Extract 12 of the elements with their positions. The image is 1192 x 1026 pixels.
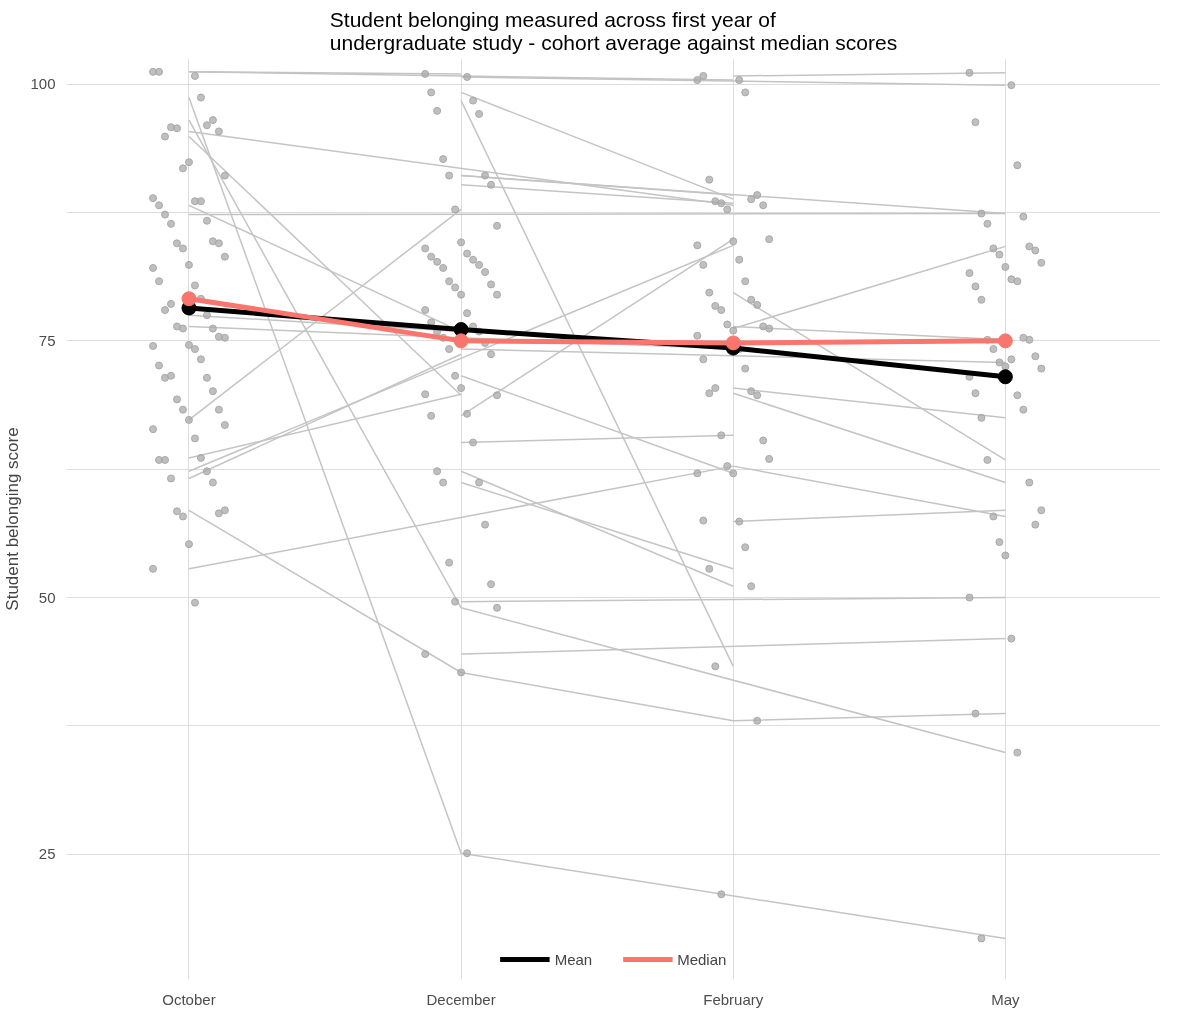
y-tick-label: 100	[30, 75, 56, 93]
legend-label: Mean	[554, 950, 593, 968]
y-axis-title: Student belonging score	[3, 427, 23, 611]
x-tick-label: October	[162, 990, 216, 1008]
y-tick-label: 50	[38, 588, 56, 606]
chart-title: Student belonging measured across first year of undergraduate study - cohort average against median scores	[329, 7, 898, 54]
y-tick-label: 25	[38, 845, 56, 863]
legend-label: Median	[677, 950, 727, 968]
x-tick-label: May	[991, 990, 1021, 1008]
x-tick-label: December	[426, 990, 496, 1008]
y-tick-label: 75	[38, 331, 56, 349]
x-tick-label: February	[703, 990, 764, 1008]
